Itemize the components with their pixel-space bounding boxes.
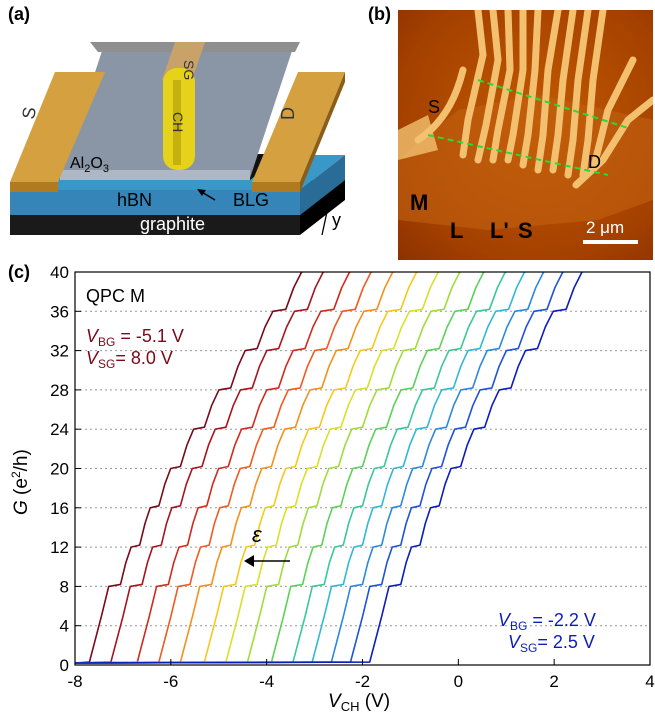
y-tick-label: 16 xyxy=(50,499,69,518)
afm-s-label: S xyxy=(428,97,440,117)
blg-arrow-head xyxy=(197,189,206,196)
qpc-label: QPC M xyxy=(86,286,145,306)
afm-s2-label: S xyxy=(518,218,533,243)
conductance-curve xyxy=(75,272,329,664)
x-tick-label: -8 xyxy=(67,672,82,691)
graphite-label: graphite xyxy=(140,214,205,234)
epsilon-arrow-head xyxy=(244,555,254,567)
afm-electrodes xyxy=(414,10,653,189)
afm-m-label: M xyxy=(410,190,428,215)
y-axis-arrow-head xyxy=(327,194,333,204)
y-tick-label: 4 xyxy=(60,617,69,636)
conductance-curve xyxy=(75,272,588,664)
conductance-curve xyxy=(75,272,511,664)
afm-dash-lines xyxy=(427,79,629,176)
panel-c-label: (c) xyxy=(8,262,30,282)
source-contact-top xyxy=(10,72,105,182)
conductance-curve xyxy=(75,272,398,664)
y-tick-label: 12 xyxy=(50,538,69,557)
conductance-curve xyxy=(75,272,422,664)
last-vsg-label: VSG= 2.5 V xyxy=(508,632,595,655)
conductance-curve xyxy=(75,272,569,664)
y-tick-label: 0 xyxy=(60,656,69,675)
al2o3-label: Al2O3 xyxy=(70,155,109,175)
y-tick-label: 8 xyxy=(60,577,69,596)
drain-contact-side xyxy=(300,72,345,192)
sg-label: SG xyxy=(181,60,197,80)
conductance-curve xyxy=(75,272,355,664)
afm-source-pad xyxy=(398,115,438,160)
afm-image: S D M L L' S 2 μm xyxy=(398,10,653,260)
y-axis-arrow xyxy=(321,197,331,236)
conductance-curve xyxy=(75,272,530,664)
afm-l-label: L xyxy=(450,218,463,243)
graphite-side xyxy=(300,180,345,235)
conductance-curve xyxy=(75,272,377,664)
y-axis-label: y xyxy=(332,210,341,230)
y-tick-label: 28 xyxy=(50,381,69,400)
y-tick-label: 32 xyxy=(50,342,69,361)
conductance-curves xyxy=(75,272,588,664)
conductance-curve xyxy=(75,272,466,664)
al2o3-front xyxy=(60,170,250,180)
graphite-front xyxy=(10,215,300,235)
y-tick-label: 36 xyxy=(50,302,69,321)
conductance-curve xyxy=(75,272,307,664)
blg-label: BLG xyxy=(233,190,269,210)
last-vbg-label: VBG = -2.2 V xyxy=(498,610,596,633)
afm-d-label: D xyxy=(588,152,601,172)
x-tick-label: 0 xyxy=(454,672,463,691)
first-vsg-label: VSG= 8.0 V xyxy=(86,348,173,371)
epsilon-label: ε xyxy=(252,522,262,547)
drain-contact-front xyxy=(252,182,300,192)
hbn-front xyxy=(10,190,300,215)
afm-lp-label: L' xyxy=(490,218,509,243)
conductance-curve xyxy=(75,272,489,664)
y-tick-labels: 0 4 8 12 16 20 24 28 32 36 40 xyxy=(50,263,81,675)
x-tick-label: -4 xyxy=(259,672,274,691)
panel-a-label: (a) xyxy=(8,4,30,24)
y-tick-label: 24 xyxy=(50,420,69,439)
conductance-curve xyxy=(75,272,549,664)
x-tick-label: 4 xyxy=(645,672,654,691)
first-vbg-label: VBG = -5.1 V xyxy=(86,326,184,349)
hbn-label: hBN xyxy=(117,190,152,210)
s-contact-label: S xyxy=(18,105,40,120)
afm-scale-label: 2 μm xyxy=(586,218,624,237)
x-tick-labels: -8 -6 -4 -2 0 2 4 xyxy=(67,659,655,691)
hbn-side xyxy=(300,155,345,215)
channel-gate-shadow xyxy=(173,80,181,165)
conductance-curve xyxy=(75,272,444,664)
x-tick-label: -6 xyxy=(163,672,178,691)
device-schematic: SG CH S D Al2O3 hBN BLG graphite y xyxy=(10,42,345,236)
d-contact-label: D xyxy=(278,107,298,120)
ch-label: CH xyxy=(170,112,186,132)
x-tick-label: -2 xyxy=(355,672,370,691)
panel-b-label: (b) xyxy=(368,4,391,24)
source-contact-front xyxy=(10,182,58,192)
drain-contact-top xyxy=(252,72,345,182)
y-tick-label: 40 xyxy=(50,263,69,282)
x-axis-label: VCH (V) xyxy=(328,691,390,713)
y-axis-label: G (e2/h) xyxy=(9,449,32,515)
x-tick-label: 2 xyxy=(549,672,558,691)
y-tick-label: 20 xyxy=(50,460,69,479)
